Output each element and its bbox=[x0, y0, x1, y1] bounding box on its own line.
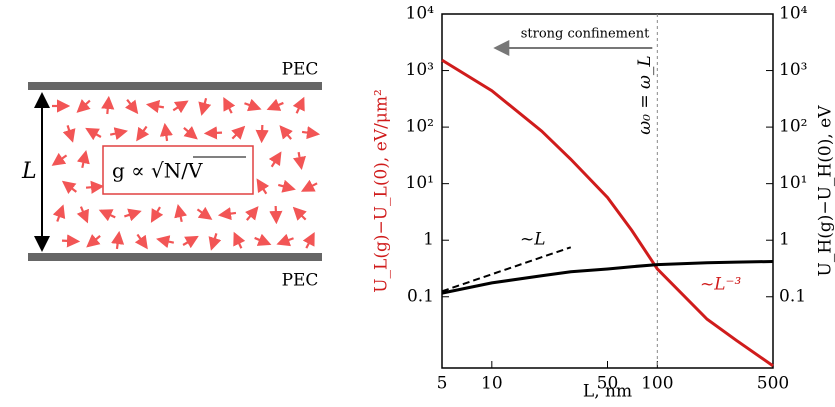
y-tick-label: 10² bbox=[406, 117, 434, 137]
dipole bbox=[159, 122, 173, 142]
x-tick-label: 50 bbox=[597, 374, 619, 394]
y2-tick-label: 1 bbox=[779, 230, 790, 250]
dipole bbox=[279, 125, 293, 140]
dipole bbox=[136, 125, 150, 142]
dipole bbox=[231, 125, 246, 140]
y2-tick-label: 10¹ bbox=[779, 173, 807, 193]
dipole bbox=[217, 207, 237, 221]
x-tick-label: 10 bbox=[481, 374, 503, 394]
y2-tick-label: 0.1 bbox=[779, 286, 806, 306]
dipole bbox=[101, 95, 115, 115]
dipole bbox=[62, 125, 76, 143]
reference-label: ω₀ = ω_L bbox=[635, 55, 655, 134]
dipole bbox=[85, 127, 102, 141]
dipole bbox=[145, 100, 165, 114]
dipole bbox=[301, 126, 321, 140]
dipole bbox=[292, 96, 305, 114]
dipole bbox=[254, 233, 272, 246]
formula-box bbox=[102, 145, 254, 195]
dipole bbox=[203, 126, 223, 140]
dipole bbox=[300, 179, 318, 192]
dipole bbox=[61, 234, 81, 248]
dipole bbox=[85, 180, 105, 194]
dipole bbox=[76, 150, 90, 169]
dipole bbox=[198, 97, 212, 116]
dipole bbox=[302, 231, 315, 249]
dipole bbox=[150, 206, 164, 223]
y-tick-label: 10¹ bbox=[406, 173, 434, 193]
dipole bbox=[277, 179, 296, 193]
dipole bbox=[183, 126, 198, 140]
data-line bbox=[441, 260, 774, 295]
formula: g ∝ √N/V bbox=[112, 159, 203, 183]
dipole bbox=[244, 98, 262, 112]
dipole bbox=[245, 206, 259, 221]
dipole bbox=[174, 204, 188, 223]
dipole bbox=[276, 233, 294, 247]
y2-axis-label: U_H(g)−U_H(0), eV bbox=[816, 105, 835, 277]
y2-tick-label: 10³ bbox=[779, 60, 807, 80]
plot-frame bbox=[441, 13, 774, 369]
y2-tick-label: 10⁴ bbox=[779, 4, 808, 24]
x-tick-label: 5 bbox=[437, 374, 448, 394]
dipole bbox=[266, 98, 284, 111]
y-tick-label: 10³ bbox=[406, 60, 434, 80]
dipole bbox=[111, 230, 125, 250]
arrow-label: strong confinement bbox=[521, 27, 650, 42]
dipole bbox=[255, 124, 269, 144]
annotation: ~L bbox=[520, 230, 546, 250]
y-tick-label: 0.1 bbox=[407, 286, 434, 306]
gap-label: L bbox=[21, 159, 37, 184]
dipole bbox=[233, 231, 246, 249]
dipole bbox=[134, 233, 148, 250]
annotation: ~L⁻³ bbox=[700, 275, 742, 295]
dipole bbox=[61, 180, 78, 195]
dipole bbox=[292, 206, 307, 221]
y2-tick-label: 10² bbox=[779, 117, 807, 137]
dipole bbox=[124, 208, 142, 222]
plate-label: PEC bbox=[282, 60, 319, 80]
plate bbox=[28, 253, 322, 261]
y-axis-label: U_L(g)−U_L(0), eV/μm² bbox=[372, 89, 392, 293]
dipole bbox=[86, 234, 101, 248]
dipole bbox=[172, 100, 189, 114]
dipole bbox=[52, 204, 66, 222]
x-tick-label: 500 bbox=[757, 374, 789, 394]
guide-line bbox=[441, 246, 572, 293]
dipole bbox=[51, 152, 68, 166]
plate-label: PEC bbox=[282, 271, 319, 291]
dipole bbox=[98, 209, 116, 222]
dipole bbox=[124, 98, 139, 115]
y-tick-label: 10⁴ bbox=[406, 4, 435, 24]
dipole bbox=[256, 178, 270, 195]
diagram: PEC PEC L g ∝ √N/V bbox=[21, 60, 322, 291]
plate bbox=[28, 82, 322, 90]
dipole bbox=[223, 96, 236, 114]
dipole bbox=[182, 235, 199, 249]
x-tick-label: 100 bbox=[641, 374, 673, 394]
x-axis-label: L, nm bbox=[583, 382, 632, 402]
y-tick-label: 1 bbox=[423, 230, 434, 250]
dipole bbox=[196, 206, 213, 220]
dipole bbox=[269, 205, 283, 225]
dipole bbox=[156, 235, 175, 249]
data-line bbox=[441, 58, 774, 368]
dipole bbox=[208, 233, 222, 251]
dipole bbox=[268, 151, 282, 168]
dipole bbox=[109, 127, 128, 141]
dipole bbox=[76, 206, 89, 224]
dipole bbox=[292, 151, 306, 171]
dipole bbox=[76, 99, 91, 113]
